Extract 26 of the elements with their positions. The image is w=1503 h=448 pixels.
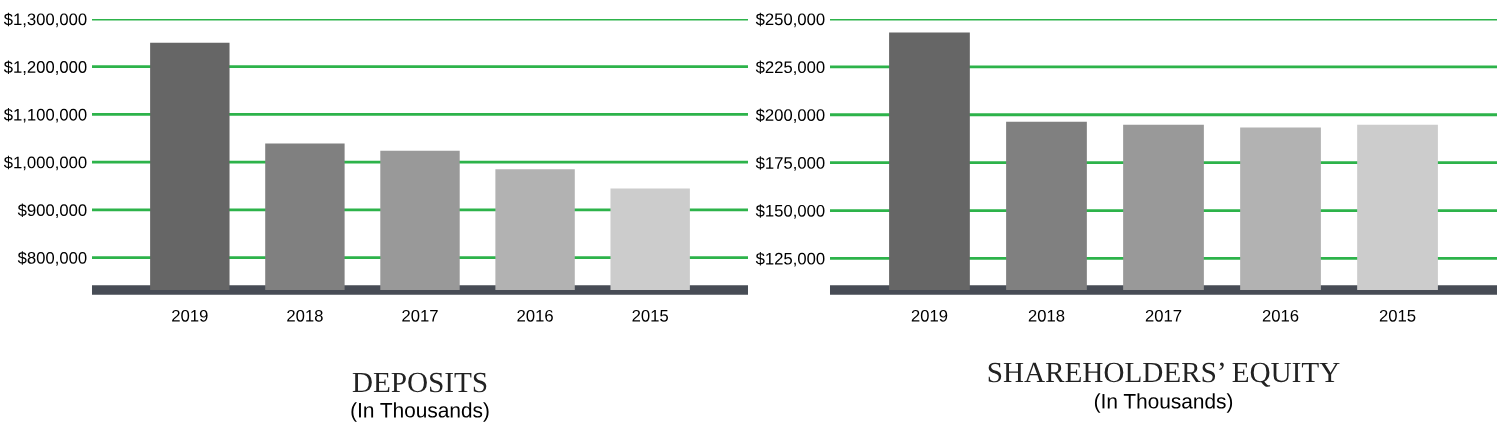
- y-tick-label: $800,000: [17, 251, 87, 266]
- x-tick-label: 2015: [632, 309, 669, 322]
- x-tick-label: 2015: [1379, 309, 1416, 322]
- text: (In Thousands): [1094, 393, 1233, 413]
- y-tick-label: $1,000,000: [3, 155, 87, 171]
- x-tick-label: 2018: [287, 309, 323, 322]
- text: (In Thousands): [351, 402, 489, 422]
- y-tick-label: $1,300,000: [3, 12, 87, 28]
- y-tick-label: $1,200,000: [3, 60, 87, 75]
- x-tick-label: 2016: [1262, 309, 1299, 322]
- text: DEPOSITS: [352, 372, 487, 393]
- y-tick-label: $1,100,000: [3, 108, 87, 123]
- x-tick-label: 2017: [1145, 309, 1182, 322]
- y-tick-label: $200,000: [755, 108, 825, 123]
- x-tick-label: 2018: [1028, 309, 1065, 322]
- text: SHAREHOLDERS’ EQUITY: [988, 362, 1340, 387]
- x-tick-label: 2019: [172, 309, 208, 322]
- x-tick-label: 2017: [402, 309, 438, 322]
- y-tick-label: $125,000: [755, 252, 825, 267]
- y-tick-label: $225,000: [755, 60, 825, 76]
- y-tick-label: $150,000: [755, 204, 825, 219]
- y-tick-label: $175,000: [755, 156, 825, 171]
- x-tick-label: 2016: [517, 309, 553, 322]
- y-tick-label: $250,000: [755, 12, 825, 28]
- x-tick-label: 2019: [911, 309, 948, 322]
- y-tick-label: $900,000: [17, 203, 87, 219]
